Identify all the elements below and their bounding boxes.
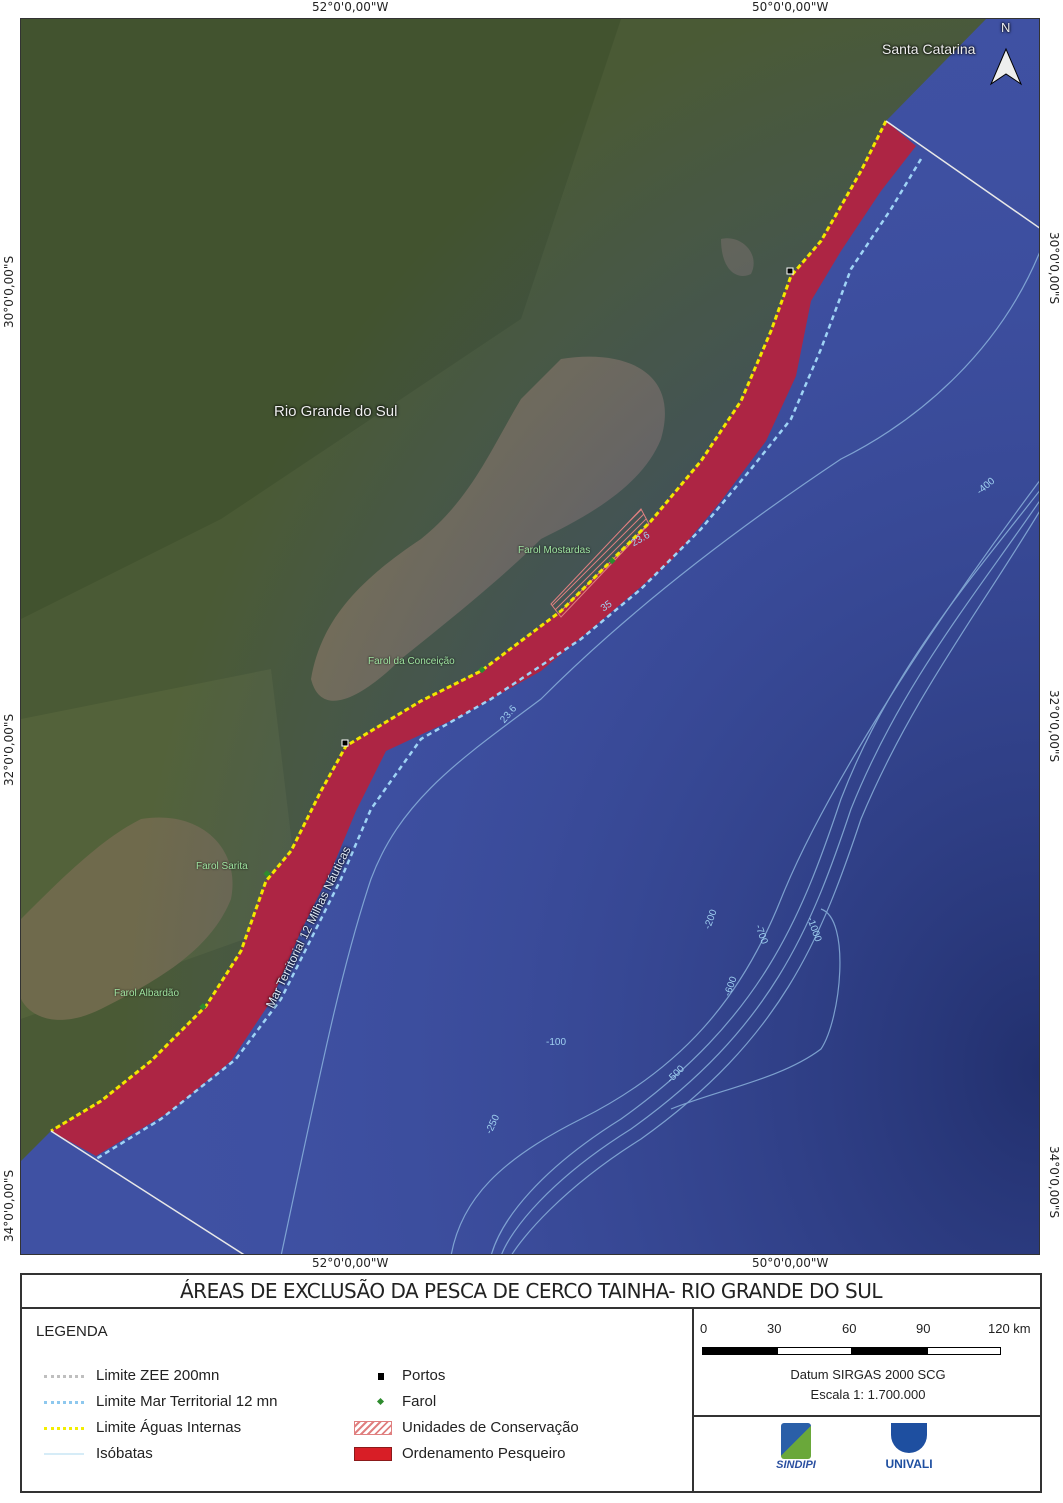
- legend-item-portos: Portos: [354, 1367, 445, 1384]
- scale-bar-segment: [777, 1347, 852, 1355]
- lat-label-right-30: 30°0'0,00"S: [1047, 232, 1061, 305]
- lon-label-bottom-52: 52°0'0,00"W: [312, 1256, 389, 1270]
- ordenamento-pesqueiro-zone[interactable]: [51, 121, 916, 1156]
- legend-label: Farol: [402, 1393, 437, 1410]
- scale-text: Escala 1: 1.700.000: [810, 1387, 926, 1402]
- scale-tick: 60: [842, 1321, 857, 1336]
- lat-label-left-32: 32°0'0,00"S: [2, 713, 16, 786]
- lighthouse-label: Farol Albardão: [114, 988, 180, 999]
- port-icon: [378, 1372, 384, 1380]
- fill-swatch: [354, 1446, 392, 1461]
- legend-item-farol: Farol: [354, 1393, 436, 1410]
- port-marker[interactable]: [341, 739, 349, 747]
- scale-section: 0 30 60 90 120 km Datum SIRGAS 2000 SCG …: [694, 1309, 1042, 1417]
- lat-label-right-32: 32°0'0,00"S: [1047, 690, 1061, 763]
- lighthouse-label: Farol Sarita: [196, 861, 248, 872]
- lighthouse-label: Farol Mostardas: [518, 545, 591, 556]
- map-title: ÁREAS DE EXCLUSÃO DA PESCA DE CERCO TAIN…: [22, 1275, 1040, 1309]
- lon-label-top-50: 50°0'0,00"W: [752, 0, 829, 14]
- north-label: N: [1001, 20, 1011, 35]
- legend-item-mar-territorial: Limite Mar Territorial 12 mn: [40, 1393, 277, 1410]
- lon-label-top-52: 52°0'0,00"W: [312, 0, 389, 14]
- hatch-swatch: [354, 1420, 392, 1435]
- scale-bar-segment: [927, 1347, 1001, 1355]
- legend-label: Portos: [402, 1367, 446, 1384]
- limite-ze-south: [50, 1130, 245, 1254]
- legend-label: Limite ZEE 200mn: [96, 1367, 220, 1384]
- legend-item-aguas-internas: Limite Águas Internas: [40, 1419, 241, 1436]
- lighthouse-label: Farol da Conceição: [368, 656, 455, 667]
- limite-ze-north: [885, 120, 1039, 229]
- legend-label: Unidades de Conservação: [402, 1419, 579, 1436]
- north-arrow-icon: [989, 47, 1023, 86]
- legend-label: Isóbatas: [96, 1445, 153, 1462]
- scale-tick: 30: [767, 1321, 782, 1336]
- scale-bar-segment: [702, 1347, 777, 1355]
- legend-item-ordenamento-pesqueiro: Ordenamento Pesqueiro: [354, 1445, 565, 1462]
- lighthouse-marker[interactable]: [199, 1003, 207, 1011]
- legend-label: Limite Águas Internas: [96, 1419, 242, 1436]
- limite-mar-territorial-line: [95, 158, 923, 1161]
- lighthouse-marker[interactable]: [608, 557, 616, 565]
- univali-logo: UNIVALI: [874, 1423, 944, 1471]
- lighthouse-icon: [376, 1397, 385, 1405]
- legend-label: Limite Mar Territorial 12 mn: [96, 1393, 278, 1410]
- state-label-rio-grande-do-sul: Rio Grande do Sul: [274, 403, 398, 420]
- port-marker[interactable]: [786, 267, 794, 275]
- datum-text: Datum SIRGAS 2000 SCG: [790, 1367, 946, 1382]
- scale-tick: 90: [916, 1321, 931, 1336]
- isobath-label: -100: [546, 1037, 567, 1048]
- legend-item-unidades-conservacao: Unidades de Conservação: [354, 1419, 579, 1436]
- lat-label-right-34: 34°0'0,00"S: [1047, 1146, 1061, 1219]
- lon-label-bottom-50: 50°0'0,00"W: [752, 1256, 829, 1270]
- state-label-santa-catarina: Santa Catarina: [882, 41, 976, 57]
- legend-item-zee: Limite ZEE 200mn: [40, 1367, 219, 1384]
- logos: SINDIPI UNIVALI: [694, 1417, 1042, 1493]
- conservation-unit[interactable]: [550, 508, 650, 618]
- map-info-panel: ÁREAS DE EXCLUSÃO DA PESCA DE CERCO TAIN…: [20, 1273, 1042, 1493]
- lat-label-left-30: 30°0'0,00"S: [2, 255, 16, 328]
- map-frame[interactable]: N Santa Catarina Rio Grande do Sul Farol…: [20, 18, 1040, 1255]
- legend-item-isobatas: Isóbatas: [40, 1445, 153, 1462]
- lighthouse-marker[interactable]: [478, 666, 486, 674]
- legend: LEGENDA Limite ZEE 200mn Limite Mar Terr…: [22, 1309, 694, 1493]
- lighthouse-marker[interactable]: [263, 870, 271, 878]
- limite-aguas-internas-line: [50, 120, 888, 1133]
- sindipi-logo: SINDIPI: [774, 1423, 818, 1471]
- lat-label-left-34: 34°0'0,00"S: [2, 1169, 16, 1242]
- map-canvas: [21, 19, 1039, 1254]
- scale-bar-segment: [852, 1347, 927, 1355]
- isobaths: [280, 252, 1039, 1254]
- legend-label: Ordenamento Pesqueiro: [402, 1445, 566, 1462]
- scale-tick: 120 km: [988, 1321, 1031, 1336]
- scale-tick: 0: [700, 1321, 708, 1336]
- legend-heading: LEGENDA: [36, 1323, 108, 1340]
